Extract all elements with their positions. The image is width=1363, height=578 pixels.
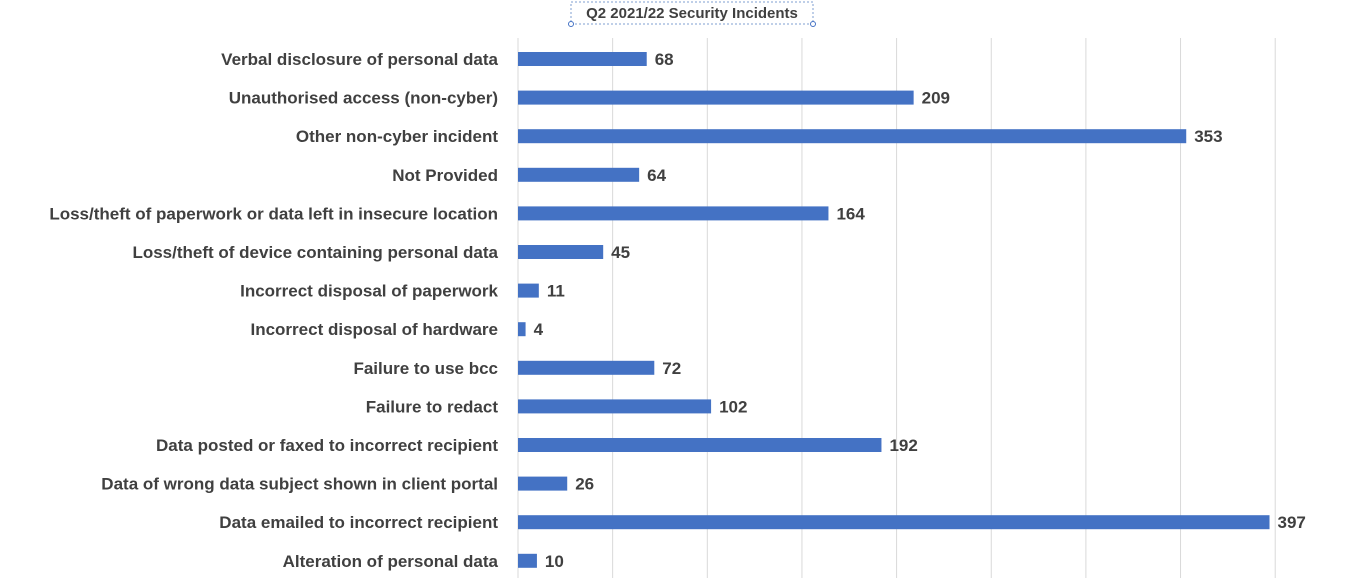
data-label: 353 (1194, 127, 1222, 146)
bar (518, 129, 1187, 144)
category-label: Incorrect disposal of hardware (250, 320, 498, 339)
category-labels: Verbal disclosure of personal data Unauth… (49, 50, 498, 571)
bar (518, 360, 655, 375)
bar (518, 399, 712, 414)
bar (518, 515, 1270, 530)
data-label: 4 (534, 320, 544, 339)
bar (518, 206, 829, 221)
category-label: Failure to use bcc (353, 359, 498, 378)
data-label: 26 (575, 475, 594, 494)
category-label: Data emailed to incorrect recipient (219, 513, 498, 532)
category-label: Failure to redact (366, 397, 499, 416)
data-label: 45 (611, 243, 630, 262)
data-labels: 68 209 353 64 164 45 114 72 102 192 26 397 10 (534, 50, 1306, 571)
bar (518, 553, 537, 568)
title-selection-frame (570, 1, 814, 25)
title-handle-right[interactable] (810, 21, 816, 27)
category-label: Other non-cyber incident (296, 127, 498, 146)
data-label: 209 (922, 89, 950, 108)
bar (518, 90, 914, 105)
bar (518, 167, 640, 182)
category-label: Data of wrong data subject shown in clie… (101, 475, 498, 494)
category-label: Data posted or faxed to incorrect recipi… (156, 436, 498, 455)
category-label: Incorrect disposal of paperwork (240, 282, 498, 301)
data-label: 164 (836, 204, 865, 223)
bar (518, 283, 539, 298)
bar (518, 476, 568, 491)
data-label: 192 (889, 436, 917, 455)
data-label: 68 (655, 50, 674, 69)
data-label: 11 (547, 282, 565, 301)
data-label: 10 (545, 552, 564, 571)
data-label: 102 (719, 397, 747, 416)
category-label: Loss/theft of device containing personal… (132, 243, 498, 262)
data-label: 64 (647, 166, 666, 185)
bar (518, 438, 882, 452)
bar (518, 52, 647, 66)
data-label: 72 (662, 359, 681, 378)
bars (518, 52, 1270, 568)
gridlines (517, 38, 1276, 578)
category-label: Alteration of personal data (283, 552, 499, 571)
title-handle-left[interactable] (568, 21, 574, 27)
bar (518, 245, 604, 259)
chart-title-box[interactable]: Q2 2021/22 Security Incidents (568, 1, 816, 27)
category-label: Unauthorised access (non-cyber) (229, 89, 498, 108)
bar (518, 322, 526, 337)
chart-title: Q2 2021/22 Security Incidents (586, 5, 798, 22)
category-label: Not Provided (392, 166, 498, 185)
category-label: Loss/theft of paperwork or data left in … (49, 204, 498, 223)
data-label: 397 (1278, 513, 1306, 532)
category-label: Verbal disclosure of personal data (221, 50, 498, 69)
